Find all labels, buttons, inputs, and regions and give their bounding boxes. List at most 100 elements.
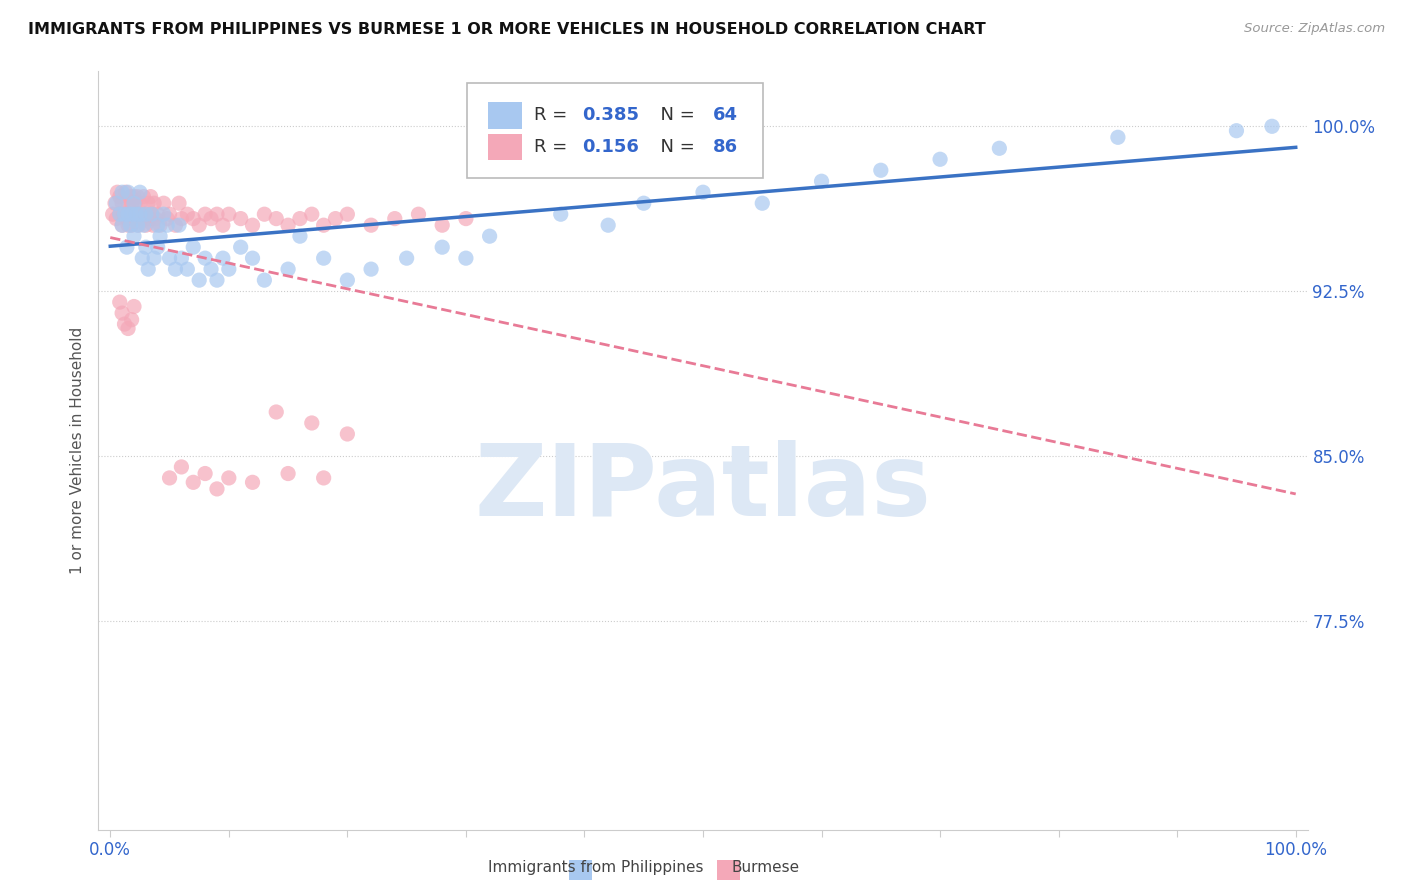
Point xyxy=(181,211,204,226)
Point xyxy=(132,189,155,203)
Point xyxy=(167,218,190,232)
Point xyxy=(115,211,138,226)
Point xyxy=(301,416,323,430)
Point xyxy=(115,240,138,254)
Point xyxy=(117,218,139,232)
Point xyxy=(188,218,211,232)
Point xyxy=(432,218,454,232)
Point xyxy=(205,207,228,221)
Point xyxy=(176,207,198,221)
Point xyxy=(170,459,193,474)
Point xyxy=(205,273,228,287)
Point xyxy=(165,262,187,277)
Point xyxy=(336,427,359,442)
Point xyxy=(229,240,252,254)
Point xyxy=(264,211,287,226)
Point xyxy=(159,251,181,265)
Text: Immigrants from Philippines: Immigrants from Philippines xyxy=(488,860,703,874)
Point xyxy=(194,251,217,265)
Point xyxy=(149,218,172,232)
Point xyxy=(128,218,150,232)
Point xyxy=(253,207,276,221)
Point xyxy=(253,273,276,287)
Y-axis label: 1 or more Vehicles in Household: 1 or more Vehicles in Household xyxy=(70,326,86,574)
Point xyxy=(135,218,157,232)
Point xyxy=(1225,124,1247,138)
Point xyxy=(395,251,418,265)
Point xyxy=(692,186,714,200)
Point xyxy=(288,211,311,226)
Point xyxy=(117,321,139,335)
Point xyxy=(117,196,139,211)
Point xyxy=(143,251,166,265)
Point xyxy=(478,229,501,244)
Point xyxy=(218,471,240,485)
Point xyxy=(810,174,832,188)
Point xyxy=(167,196,190,211)
Point xyxy=(114,186,136,200)
Point xyxy=(117,207,139,221)
Point xyxy=(242,251,264,265)
Point xyxy=(111,218,134,232)
Point xyxy=(312,251,335,265)
Point xyxy=(125,207,148,221)
Point xyxy=(114,207,136,221)
Point xyxy=(120,189,142,203)
Point xyxy=(105,186,128,200)
Point xyxy=(129,207,152,221)
Point xyxy=(869,163,891,178)
Point xyxy=(336,273,359,287)
Point xyxy=(135,207,157,221)
Point xyxy=(122,211,145,226)
Point xyxy=(129,186,152,200)
Point xyxy=(135,240,157,254)
Point xyxy=(120,218,142,232)
Point xyxy=(181,475,204,490)
Text: IMMIGRANTS FROM PHILIPPINES VS BURMESE 1 OR MORE VEHICLES IN HOUSEHOLD CORRELATI: IMMIGRANTS FROM PHILIPPINES VS BURMESE 1… xyxy=(28,22,986,37)
Point xyxy=(121,207,143,221)
Point xyxy=(105,211,128,226)
Point xyxy=(929,153,952,167)
Point xyxy=(118,207,141,221)
Point xyxy=(129,196,152,211)
Text: 86: 86 xyxy=(713,138,738,156)
Text: R =: R = xyxy=(534,106,572,124)
Text: 64: 64 xyxy=(713,106,738,124)
Point xyxy=(384,211,406,226)
Point xyxy=(312,471,335,485)
Point xyxy=(288,229,311,244)
Point xyxy=(218,262,240,277)
Point xyxy=(170,251,193,265)
Point xyxy=(264,405,287,419)
Point xyxy=(127,218,149,232)
Point xyxy=(277,467,299,481)
Point xyxy=(138,211,160,226)
Point xyxy=(141,207,163,221)
Point xyxy=(122,196,145,211)
Point xyxy=(129,211,152,226)
Point xyxy=(242,218,264,232)
Point xyxy=(114,317,136,331)
Point xyxy=(336,207,359,221)
Point xyxy=(598,218,620,232)
Point xyxy=(114,207,136,221)
Point xyxy=(122,189,145,203)
Point xyxy=(146,240,169,254)
FancyBboxPatch shape xyxy=(467,83,763,178)
Point xyxy=(277,262,299,277)
Point xyxy=(205,482,228,496)
Point xyxy=(229,211,252,226)
Point xyxy=(988,141,1011,155)
Point xyxy=(121,218,143,232)
Point xyxy=(454,211,477,226)
Point xyxy=(132,218,155,232)
Point xyxy=(121,196,143,211)
Point xyxy=(108,207,131,221)
Point xyxy=(325,211,347,226)
Point xyxy=(117,186,139,200)
FancyBboxPatch shape xyxy=(488,102,522,128)
Point xyxy=(194,207,217,221)
Text: 0.156: 0.156 xyxy=(582,138,638,156)
Text: 0.385: 0.385 xyxy=(582,106,640,124)
Point xyxy=(127,189,149,203)
